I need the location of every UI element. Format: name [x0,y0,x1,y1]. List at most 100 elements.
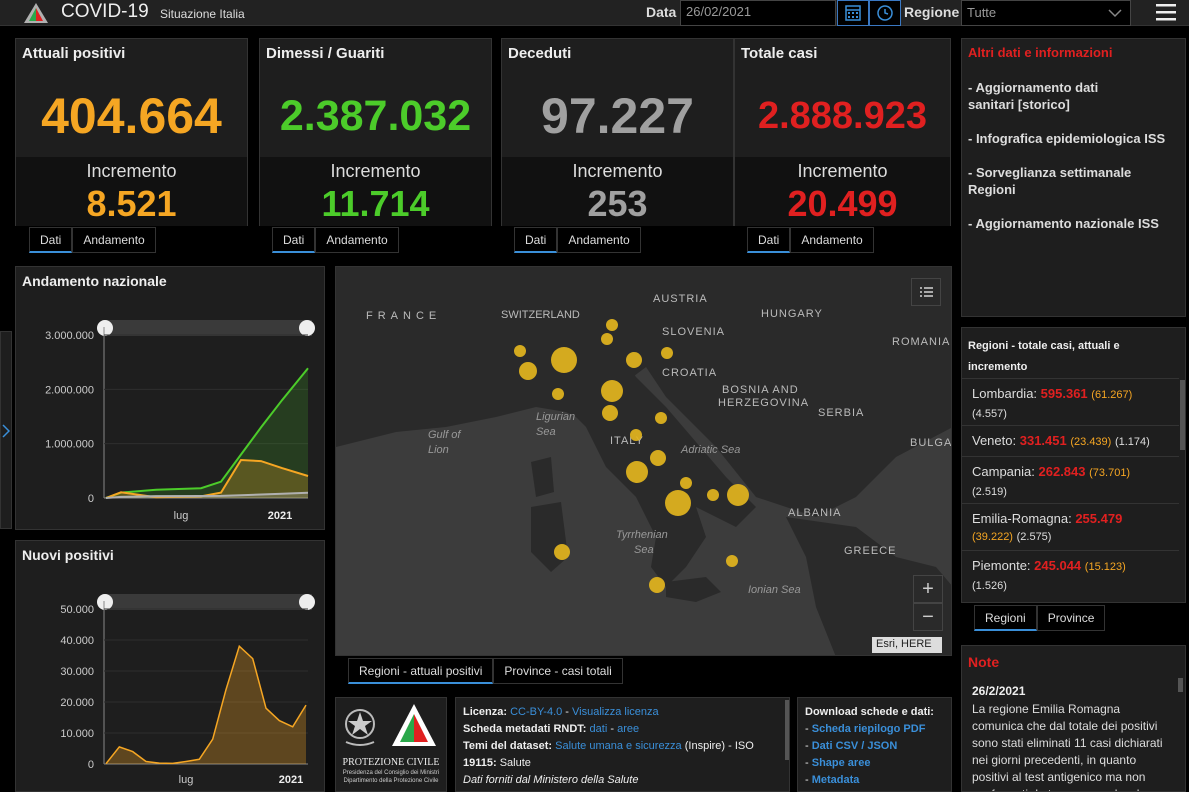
card-deceduti: Deceduti 97.227 Incremento 253 [501,38,734,226]
link-infografica[interactable]: - Infografica epidemiologica ISS [968,131,1166,146]
legend-button[interactable] [911,278,941,306]
tab-andamento[interactable]: Andamento [72,227,156,253]
card-value: 2.387.032 [279,92,472,140]
map-label: CROATIA [662,367,718,379]
region-marker [601,333,613,345]
date-input[interactable]: 26/02/2021 [680,0,836,26]
tab-dati[interactable]: Dati [514,227,558,253]
map-sea-label: Adriatic Sea [681,444,741,456]
y-tick-label: 0 [88,493,94,505]
series-line [105,458,309,499]
tab-dati[interactable]: Dati [272,227,316,253]
hamburger-menu-icon[interactable] [1151,0,1181,24]
download-item: - Metadata [805,774,860,786]
y-tick-label: 20.000 [60,697,94,709]
view-license-link[interactable]: Visualizza licenza [572,706,659,718]
series-line [105,367,309,499]
map-label: BULGA [910,437,952,449]
series-area [106,646,306,764]
region-marker [661,347,673,359]
y-tick-label: 30.000 [60,666,94,678]
map-view[interactable]: FRANCE SWITZERLAND AUSTRIA HUNGARY SLOVE… [335,266,952,656]
notes-scrollbar[interactable] [1178,678,1183,692]
card-increment-value: 11.714 [321,183,430,224]
region-marker [727,484,749,506]
map-label: AUSTRIA [653,293,708,305]
card-title: Attuali positivi [22,45,126,62]
card-tabs-deceduti: Dati Andamento [514,227,641,253]
list-item[interactable]: Veneto: 331.451 (23.439) (1.174) [962,425,1179,472]
metadata-line: Scheda metadati RNDT: dati - aree [463,723,640,735]
region-marker [606,319,618,331]
y-tick-label: 1.000.000 [45,439,94,451]
card-increment-label: Incremento [86,161,177,181]
list-item[interactable]: Lombardia: 595.361 (61.267) (4.557) [962,378,1179,425]
license-box: Licenza: CC-BY-4.0 - Visualizza licenza … [455,697,790,792]
license-link[interactable]: CC-BY-4.0 [510,706,563,718]
range-slider-handle [299,320,315,336]
region-marker [554,544,570,560]
region-marker [680,477,692,489]
tab-dati[interactable]: Dati [29,227,73,253]
theme-link[interactable]: Salute umana e sicurezza [555,740,682,752]
y-tick-label: 2.000.000 [45,384,94,396]
side-panel-toggle[interactable] [0,331,12,529]
tab-province[interactable]: Province [1036,605,1106,631]
link-sorveglianza[interactable]: - Sorveglianza settimanale Regioni [968,165,1132,197]
downloads-box: Download schede e dati: - Scheda riepilo… [797,697,952,792]
license-scrollbar[interactable] [785,700,789,760]
tab-andamento[interactable]: Andamento [790,227,874,253]
download-metadata-link[interactable]: Metadata [811,774,860,786]
map-attribution: Esri, HERE [872,637,942,653]
card-dimessi-guariti: Dimessi / Guariti 2.387.032 Incremento 1… [259,38,492,226]
list-item[interactable]: Campania: 262.843 (73.701) (2.519) [962,456,1179,503]
tab-regioni[interactable]: Regioni [974,605,1037,631]
link-aggiornamento-dati[interactable]: - Aggiornamento dati sanitari [storico] [968,80,1099,112]
regions-list-title: Regioni - totale casi, attuali e increme… [968,340,1120,373]
regions-scrollbar[interactable] [1180,380,1185,450]
regions-tabs: Regioni Province [974,605,1106,631]
tab-province-casi-totali[interactable]: Province - casi totali [493,658,623,684]
card-title: Totale casi [741,45,818,62]
series-area [106,460,308,498]
list-item[interactable]: Piemonte: 245.044 (15.123) (1.526) [962,550,1179,597]
range-slider-handle [97,594,113,610]
download-pdf-link[interactable]: Scheda riepilogo PDF [811,723,926,735]
region-marker [655,412,667,424]
calendar-button[interactable] [837,0,869,26]
card-increment-label: Incremento [797,161,888,181]
region-marker [650,450,666,466]
card-increment-label: Incremento [572,161,663,181]
region-select-value: Tutte [967,5,997,20]
map-label: SWITZERLAND [501,309,580,321]
download-item: - Shape aree [805,757,871,769]
zoom-out-button[interactable]: − [913,603,943,631]
map-label: FRANCE [366,310,442,322]
card-increment-value: 8.521 [86,183,177,224]
metadata-dati-link[interactable]: dati [589,723,608,735]
range-slider-handle [97,320,113,336]
y-tick-label: 10.000 [60,728,94,740]
tab-andamento[interactable]: Andamento [557,227,641,253]
downloads-title: Download schede e dati: [805,706,934,718]
region-marker [630,429,642,441]
tab-dati[interactable]: Dati [747,227,791,253]
series-area [106,368,308,498]
y-tick-label: 3.000.000 [45,330,94,342]
notes-panel: Note 26/2/2021 La regione Emilia Romagna… [961,645,1186,792]
tab-regioni-attuali-positivi[interactable]: Regioni - attuali positivi [348,658,494,684]
data-source-line: Dati forniti dal Ministero della Salute [463,774,639,786]
region-marker [649,577,665,593]
y-tick-label: 40.000 [60,635,94,647]
zoom-in-button[interactable]: + [913,575,943,603]
download-shape-link[interactable]: Shape aree [811,757,871,769]
list-item[interactable]: Emilia-Romagna: 255.479 (39.222) (2.575) [962,503,1179,550]
tab-andamento[interactable]: Andamento [315,227,399,253]
time-button[interactable] [869,0,901,26]
link-aggiornamento-iss[interactable]: - Aggiornamento nazionale ISS [968,216,1159,231]
region-select[interactable]: Tutte [961,0,1131,26]
download-item: - Scheda riepilogo PDF [805,723,926,735]
map-sea-label: Ionian Sea [748,584,801,596]
metadata-aree-link[interactable]: aree [617,723,640,735]
download-csv-link[interactable]: Dati CSV / JSON [811,740,898,752]
